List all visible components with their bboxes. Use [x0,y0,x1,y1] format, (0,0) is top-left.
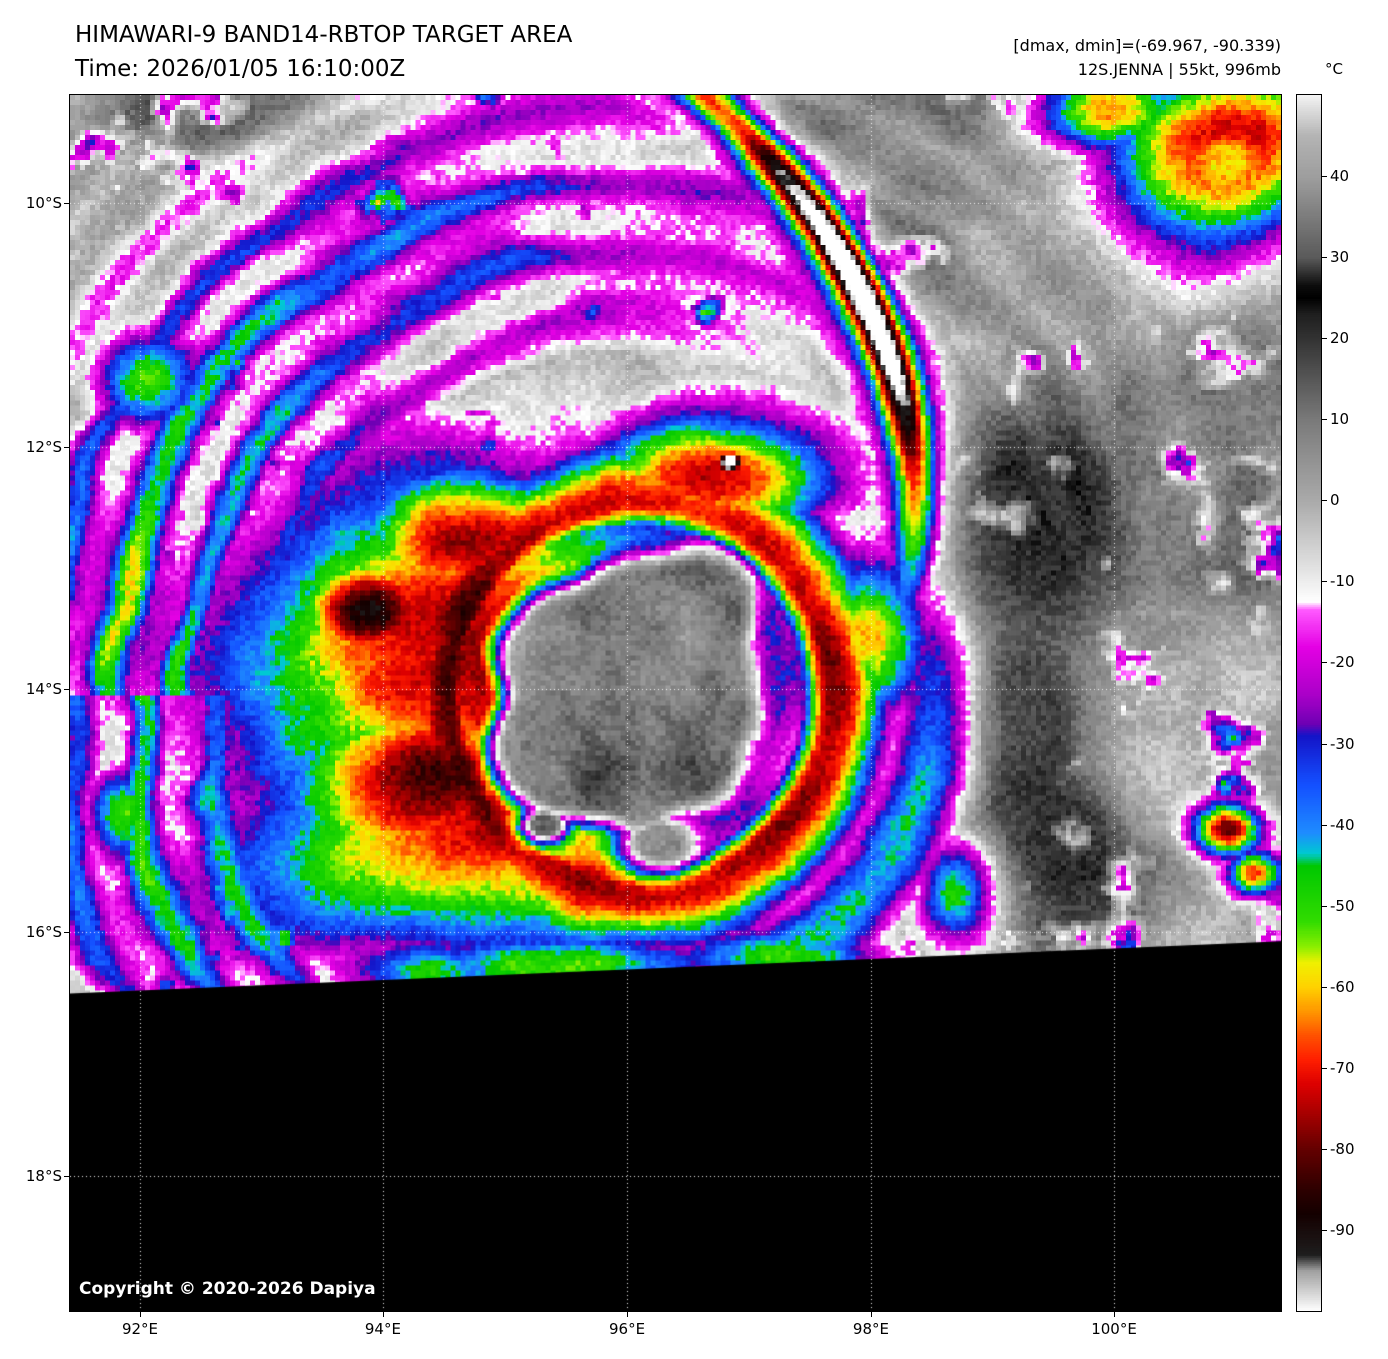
lat-tick [64,203,69,204]
lon-tick [1114,1312,1115,1317]
colorbar-tick-label: -10 [1330,572,1355,591]
colorbar-tick [1322,906,1327,907]
dmax-dmin-readout: [dmax, dmin]=(-69.967, -90.339) [1013,36,1281,55]
colorbar-tick [1322,1230,1327,1231]
colorbar-tick-label: -50 [1330,896,1355,915]
colorbar-tick-label: 10 [1330,410,1350,429]
colorbar-tick [1322,581,1327,582]
overlay-canvas [70,95,1281,1311]
lon-tick [627,1312,628,1317]
image-title: HIMAWARI-9 BAND14-RBTOP TARGET AREA [75,22,573,48]
lon-label: 96°E [609,1320,646,1338]
lat-label: 18°S [25,1167,62,1186]
copyright-label: Copyright © 2020-2026 Dapiya [79,1279,376,1299]
colorbar-tick [1322,744,1327,745]
lat-tick [64,447,69,448]
colorbar-tick-label: -60 [1330,977,1355,996]
lon-tick [871,1312,872,1317]
storm-id-intensity: 12S.JENNA | 55kt, 996mb [1077,60,1281,79]
colorbar-tick [1322,176,1327,177]
lat-label: 10°S [25,193,62,212]
colorbar-canvas [1297,95,1321,1311]
colorbar-tick-label: 0 [1330,491,1340,510]
colorbar [1296,94,1322,1312]
colorbar-tick [1322,987,1327,988]
colorbar-tick [1322,1068,1327,1069]
colorbar-tick-label: -20 [1330,653,1355,672]
colorbar-tick [1322,825,1327,826]
lon-label: 98°E [852,1320,889,1338]
lat-label: 12°S [25,438,62,457]
lon-label: 94°E [364,1320,401,1338]
lat-tick [64,932,69,933]
image-timestamp: Time: 2026/01/05 16:10:00Z [75,56,406,82]
colorbar-tick-label: 30 [1330,248,1350,267]
lat-label: 16°S [25,922,62,941]
colorbar-tick [1322,419,1327,420]
lat-tick [64,689,69,690]
colorbar-tick [1322,662,1327,663]
colorbar-tick-label: -40 [1330,815,1355,834]
lon-label: 92°E [121,1320,159,1338]
colorbar-tick [1322,1149,1327,1150]
lat-tick [64,1176,69,1177]
satellite-plot: Copyright © 2020-2026 Dapiya [69,94,1282,1312]
colorbar-tick-label: 20 [1330,329,1350,348]
colorbar-unit-label: °C [1325,60,1343,78]
lat-label: 14°S [25,680,62,699]
colorbar-tick-label: 40 [1330,167,1350,186]
colorbar-tick [1322,257,1327,258]
colorbar-tick [1322,338,1327,339]
lon-label: 100°E [1091,1320,1137,1338]
colorbar-tick-label: -70 [1330,1058,1355,1077]
colorbar-tick-label: -80 [1330,1139,1355,1158]
lon-tick [140,1312,141,1317]
colorbar-tick-label: -30 [1330,734,1355,753]
lon-tick [383,1312,384,1317]
colorbar-tick-label: -90 [1330,1220,1355,1239]
colorbar-tick [1322,500,1327,501]
